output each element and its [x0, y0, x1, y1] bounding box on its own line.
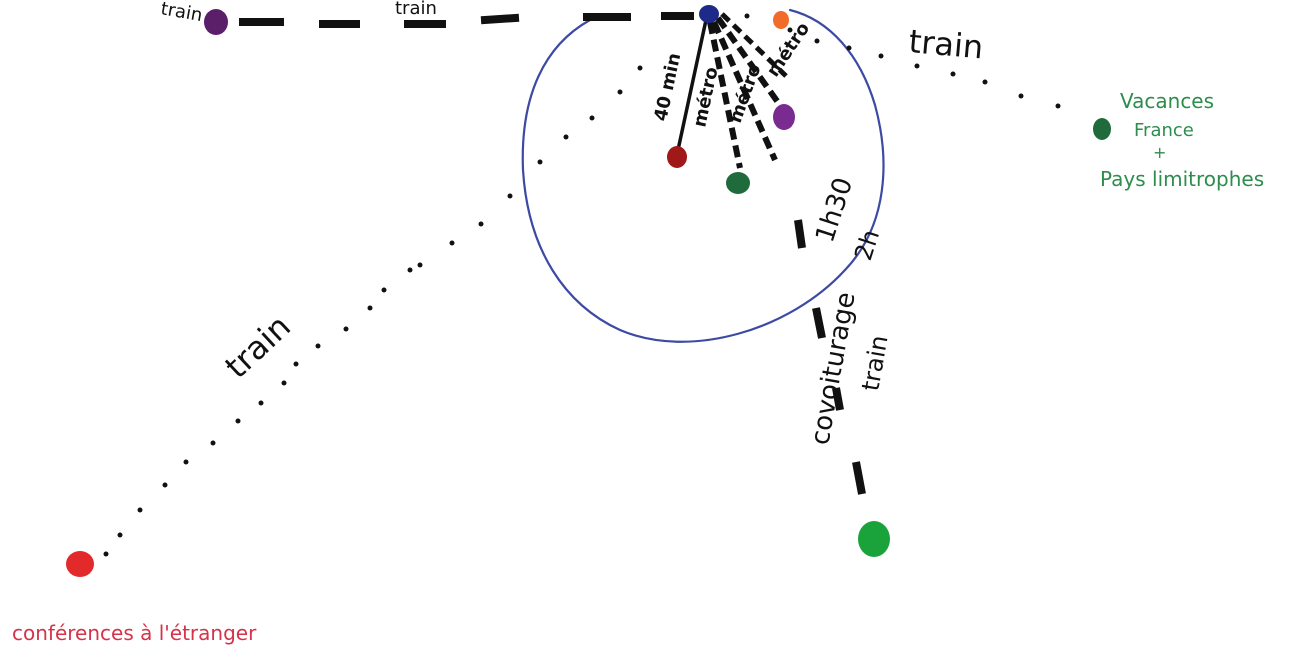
label-top-partial: train — [395, 0, 437, 19]
node-conferences — [66, 551, 94, 577]
node-green-bottom — [858, 521, 890, 557]
node-vacances — [1093, 118, 1111, 140]
label-vacances-line2: France — [1134, 120, 1194, 141]
label-conferences: conférences à l'étranger — [12, 621, 257, 645]
spoke-metro-green — [707, 21, 743, 169]
spoke-metro-violet — [715, 16, 785, 110]
spoke-metro-right — [711, 20, 778, 162]
node-orange — [773, 11, 789, 29]
top-dashed-route — [239, 12, 694, 28]
node-darkgreen-inner — [726, 172, 750, 194]
vertical-dashed-route — [794, 219, 866, 495]
top-right-dotted-route — [744, 13, 1061, 109]
spoke-40min — [676, 18, 708, 152]
bottom-left-dotted-route — [103, 65, 643, 557]
label-vacances-plus: + — [1153, 143, 1166, 162]
label-vacances-line3: Pays limitrophes — [1100, 167, 1264, 191]
local-zone-circle — [521, 8, 885, 343]
node-darkred — [667, 146, 687, 168]
label-vacances-line1: Vacances — [1120, 89, 1214, 113]
label-train-top-right: train — [907, 22, 985, 66]
node-top-left-purple — [204, 9, 228, 35]
node-hub-blue — [699, 5, 719, 23]
node-violet — [773, 104, 795, 130]
